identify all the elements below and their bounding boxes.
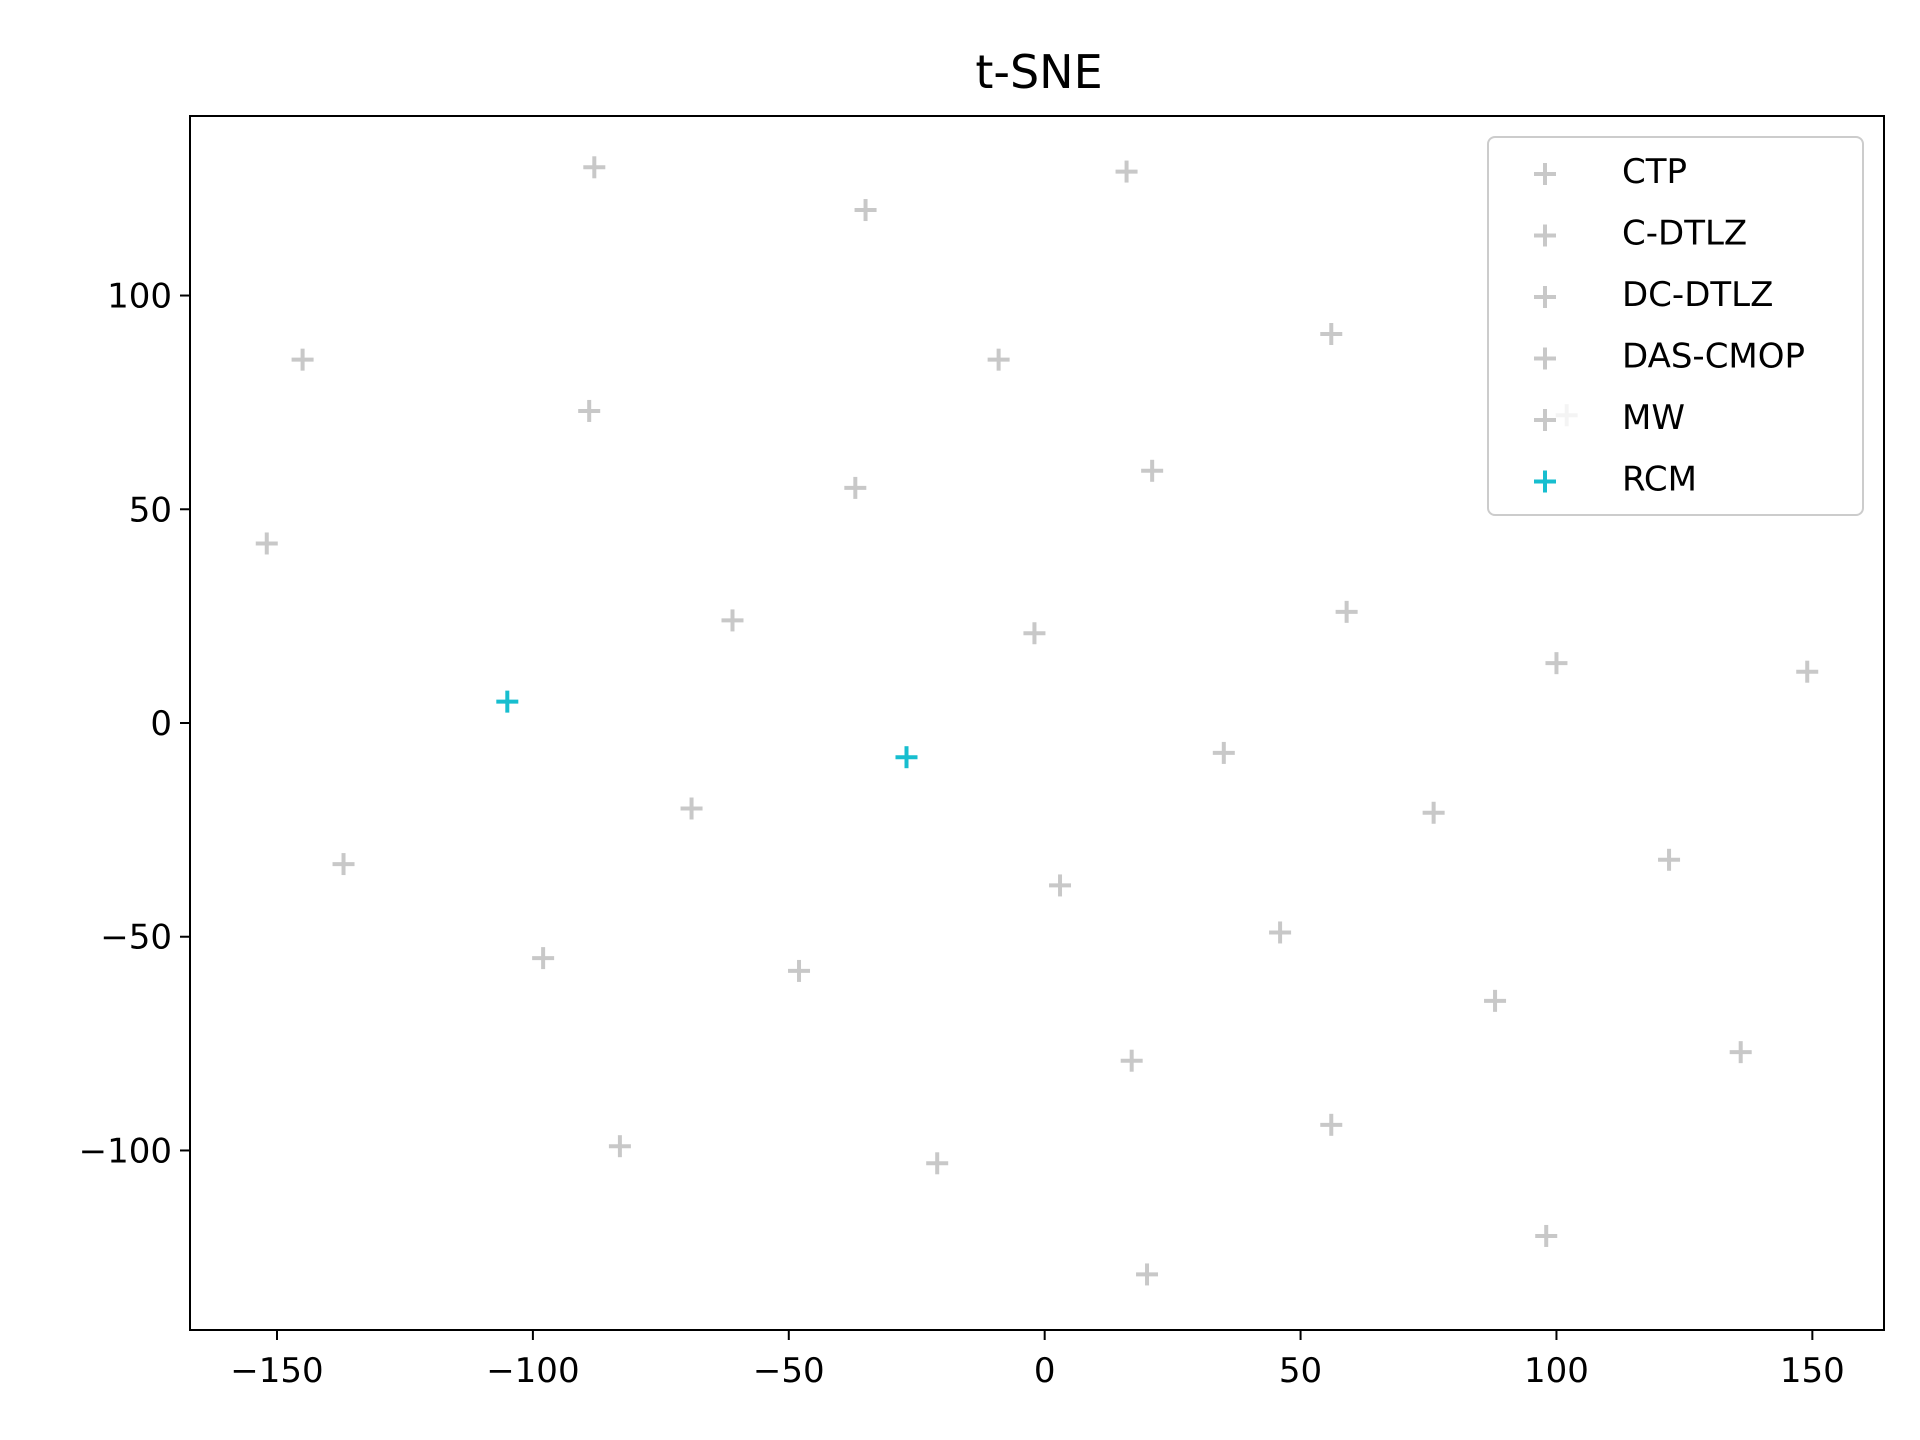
legend-label: DC-DTLZ	[1622, 275, 1773, 315]
point-ctp-0	[583, 156, 606, 179]
point-mw-3	[926, 1152, 949, 1175]
point-c-dtlz-4	[1335, 600, 1358, 623]
legend-entry-mw: MW	[1534, 398, 1685, 438]
legend-marker	[1534, 224, 1556, 247]
point-c-dtlz-6	[1545, 652, 1568, 675]
point-ctp-1	[1115, 160, 1138, 183]
x-tick-label: −50	[753, 1351, 825, 1391]
point-rcm-0	[496, 690, 519, 713]
legend-label: RCM	[1622, 460, 1697, 500]
legend-box	[1487, 136, 1864, 516]
point-mw-5	[1136, 1263, 1159, 1286]
point-mw-4	[1535, 1224, 1558, 1247]
x-tick-label: −150	[230, 1351, 323, 1391]
legend-entry-ctp: CTP	[1534, 152, 1687, 192]
x-axis: −150 −100 −50 0 50 100 150	[230, 1330, 1845, 1391]
point-ctp-2	[854, 199, 877, 222]
legend-marker	[1534, 163, 1556, 185]
point-rcm-1	[895, 746, 918, 769]
point-das-cmop-2	[532, 947, 555, 970]
legend-entry-rcm: RCM	[1534, 460, 1697, 500]
legend-marker	[1534, 470, 1556, 493]
y-tick-label: 50	[129, 490, 172, 530]
x-tick-label: 0	[1034, 1351, 1056, 1391]
point-ctp-4	[987, 348, 1010, 371]
legend-label: CTP	[1622, 152, 1687, 192]
legend-entry-das-cmop: DAS-CMOP	[1534, 337, 1805, 377]
x-tick-label: 150	[1780, 1351, 1845, 1391]
point-das-cmop-4	[1484, 989, 1507, 1012]
legend-entry-c-dtlz: C-DTLZ	[1534, 214, 1747, 254]
y-axis: −100 −50 0 50 100	[79, 277, 190, 1171]
y-tick-label: −100	[79, 1131, 172, 1171]
chart-title: t-SNE	[975, 45, 1102, 99]
point-c-dtlz-3	[721, 609, 744, 632]
point-das-cmop-0	[1049, 874, 1072, 897]
legend-marker	[1534, 347, 1556, 370]
point-das-cmop-1	[1269, 921, 1292, 944]
points-layer	[255, 156, 1819, 1286]
x-tick-label: 100	[1524, 1351, 1589, 1391]
legend-label: C-DTLZ	[1622, 214, 1747, 254]
x-tick-label: −100	[486, 1351, 579, 1391]
legend: CTP C-DTLZ DC-DTLZ DAS-CMOP MW RCM	[1487, 136, 1864, 516]
point-dc-dtlz-0	[1796, 660, 1819, 683]
point-das-cmop-5	[1729, 1041, 1752, 1064]
point-ctp-6	[844, 476, 867, 499]
legend-label: DAS-CMOP	[1622, 337, 1805, 377]
point-ctp-3	[291, 348, 314, 371]
legend-marker	[1534, 409, 1556, 431]
point-mw-2	[608, 1135, 631, 1158]
point-ctp-5	[578, 399, 601, 422]
point-dc-dtlz-4	[332, 853, 355, 876]
legend-label: MW	[1622, 398, 1685, 438]
y-tick-label: 0	[150, 704, 172, 744]
point-mw-0	[1120, 1049, 1143, 1072]
point-c-dtlz-1	[1141, 459, 1164, 482]
x-tick-label: 50	[1279, 1351, 1322, 1391]
legend-marker	[1534, 286, 1556, 308]
y-tick-label: 100	[107, 277, 172, 317]
point-das-cmop-3	[788, 959, 811, 982]
point-dc-dtlz-1	[1212, 741, 1235, 764]
point-dc-dtlz-5	[1658, 848, 1681, 871]
legend-entry-dc-dtlz: DC-DTLZ	[1534, 275, 1773, 315]
point-mw-1	[1320, 1113, 1343, 1136]
point-dc-dtlz-3	[1422, 801, 1445, 824]
y-tick-label: −50	[100, 918, 172, 958]
point-c-dtlz-5	[1023, 622, 1046, 645]
point-dc-dtlz-2	[680, 797, 703, 820]
point-c-dtlz-0	[1320, 323, 1343, 346]
point-c-dtlz-2	[255, 532, 278, 555]
